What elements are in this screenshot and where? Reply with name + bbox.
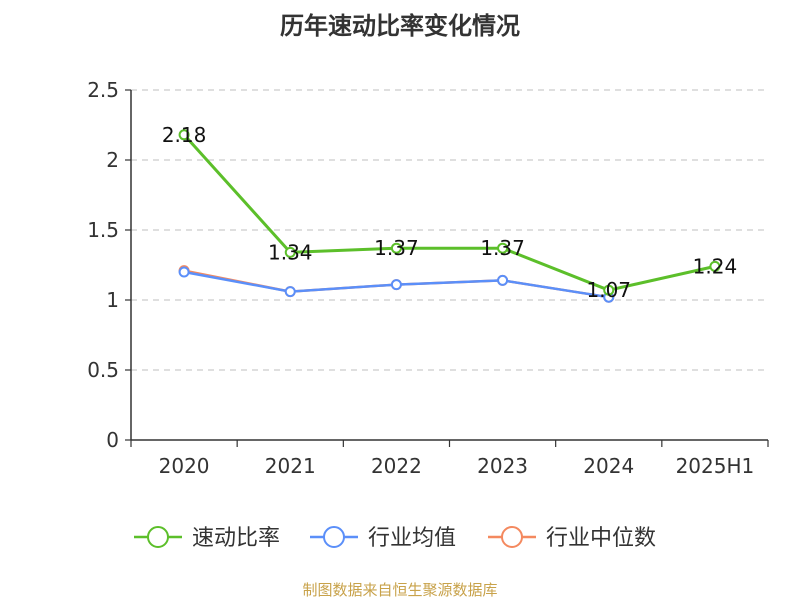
- y-tick-label: 0: [106, 428, 119, 452]
- series-lines: [178, 129, 721, 303]
- y-tick-label: 2: [106, 148, 119, 172]
- data-label: 1.37: [480, 236, 525, 260]
- data-label: 1.34: [268, 240, 313, 264]
- data-point: [284, 286, 296, 298]
- legend-swatch-marker: [323, 526, 345, 548]
- data-point: [497, 242, 509, 254]
- legend-swatch-marker: [501, 526, 523, 548]
- legend-item-label: 速动比率: [192, 526, 280, 551]
- legend: 速动比率 行业均值 行业中位数: [134, 526, 656, 551]
- x-tick-label: 2024: [583, 454, 634, 478]
- source-note: 制图数据来自恒生聚源数据库: [302, 581, 497, 599]
- legend-swatch-marker: [147, 526, 169, 548]
- data-point: [390, 242, 402, 254]
- y-tick-label: 2.5: [87, 78, 119, 102]
- x-tick-label: 2023: [477, 454, 528, 478]
- data-point: [178, 129, 190, 141]
- x-tick-label: 2025H1: [676, 454, 755, 478]
- data-labels: 2.18 1.34 1.37 1.37 1.07 1.24: [162, 123, 737, 302]
- data-label: 1.24: [693, 254, 738, 278]
- y-tick-label: 1: [106, 288, 119, 312]
- legend-item-label: 行业中位数: [546, 526, 656, 551]
- chart-title: 历年速动比率变化情况: [280, 12, 520, 40]
- data-label: 2.18: [162, 123, 207, 147]
- data-point: [390, 279, 402, 291]
- x-tick-label: 2021: [265, 454, 316, 478]
- y-tick-label: 1.5: [87, 218, 119, 242]
- x-tick-label: 2022: [371, 454, 422, 478]
- data-point: [497, 274, 509, 286]
- grid-lines: [131, 89, 768, 371]
- series-line-0: [182, 133, 716, 292]
- y-tick-label: 0.5: [87, 358, 119, 382]
- axes: 0 0.5 1 1.5 2 2.5 2020 2021 2022 2023 2024 2025H1: [87, 78, 769, 478]
- data-point: [603, 284, 615, 296]
- data-point: [709, 260, 721, 272]
- data-point: [178, 266, 190, 278]
- data-label: 1.37: [374, 236, 419, 260]
- data-point: [284, 246, 296, 258]
- data-label: 1.07: [586, 278, 631, 302]
- x-tick-label: 2020: [159, 454, 210, 478]
- legend-item-label: 行业均值: [368, 526, 456, 551]
